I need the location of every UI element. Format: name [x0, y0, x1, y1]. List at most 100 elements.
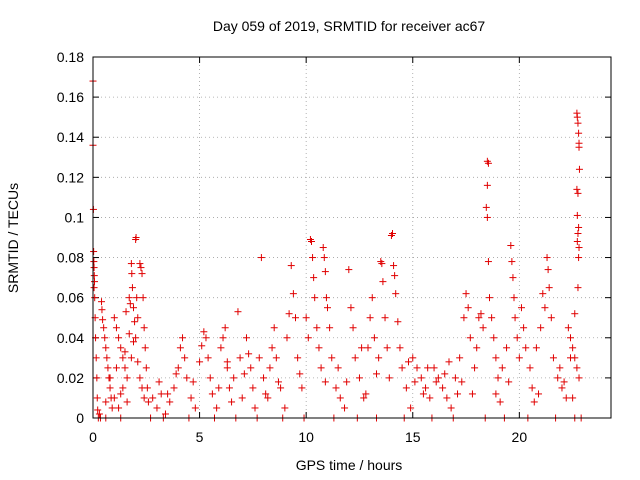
data-point — [351, 354, 359, 362]
data-point — [560, 378, 568, 386]
data-point — [343, 378, 351, 386]
data-point — [240, 370, 248, 378]
data-point — [543, 254, 551, 262]
data-point — [311, 294, 319, 302]
data-point — [161, 410, 169, 418]
data-point — [575, 143, 583, 151]
data-point — [266, 364, 274, 372]
data-point — [569, 394, 577, 402]
data-point — [90, 248, 98, 256]
data-point — [328, 354, 336, 362]
data-point — [323, 304, 331, 312]
data-point — [422, 384, 430, 392]
data-point — [419, 390, 427, 398]
data-point — [125, 330, 133, 338]
data-point — [245, 350, 253, 358]
data-point — [349, 324, 357, 332]
data-point — [131, 318, 139, 326]
data-point — [310, 274, 318, 282]
data-point — [347, 304, 355, 312]
data-point — [91, 294, 99, 302]
data-point — [345, 266, 353, 274]
data-point — [511, 314, 519, 322]
data-point — [447, 404, 455, 412]
data-point — [249, 384, 257, 392]
data-point — [468, 390, 476, 398]
data-point — [362, 390, 370, 398]
data-point — [508, 258, 516, 266]
data-point — [115, 404, 123, 412]
data-point — [217, 344, 225, 352]
y-tick-label: 0.12 — [57, 169, 84, 185]
data-point — [181, 354, 189, 362]
data-point — [176, 344, 184, 352]
data-point — [503, 344, 511, 352]
data-point — [426, 394, 434, 402]
data-point — [484, 258, 492, 266]
data-point — [260, 374, 268, 382]
data-point — [228, 398, 236, 406]
data-point — [454, 390, 462, 398]
data-point — [475, 314, 483, 322]
data-point — [172, 370, 180, 378]
data-point — [315, 344, 323, 352]
data-point — [549, 354, 557, 362]
data-point — [198, 342, 206, 350]
data-point — [141, 344, 149, 352]
data-point — [238, 394, 246, 402]
data-point — [379, 278, 387, 286]
data-point — [106, 384, 114, 392]
data-point — [126, 300, 134, 308]
data-point — [98, 306, 106, 314]
data-point — [575, 165, 583, 173]
data-point — [132, 234, 140, 241]
data-point — [562, 394, 570, 402]
data-point — [130, 304, 138, 312]
data-point — [477, 310, 485, 318]
data-point — [92, 354, 100, 362]
data-point — [460, 314, 468, 322]
data-point — [319, 244, 327, 252]
data-point — [456, 354, 464, 362]
data-point — [206, 374, 214, 382]
data-point — [90, 278, 98, 286]
data-point — [424, 364, 432, 372]
x-axis-ticks: 0 5 10 15 20 — [89, 57, 527, 445]
data-point — [573, 364, 581, 372]
data-point — [385, 374, 393, 382]
data-point — [292, 314, 300, 322]
data-point — [334, 364, 342, 372]
data-point — [189, 378, 197, 386]
data-point — [322, 294, 330, 302]
data-point — [93, 394, 101, 402]
y-tick-label: 0.16 — [57, 89, 84, 105]
data-point — [407, 404, 415, 412]
data-point — [108, 404, 116, 412]
data-point — [215, 384, 223, 392]
data-point — [309, 254, 317, 262]
data-point — [170, 384, 178, 392]
data-point — [219, 334, 227, 342]
data-point — [125, 294, 133, 302]
y-axis-ticks: 0 0.02 0.04 0.06 0.08 0.1 0.12 0.14 0.16 0.18 — [57, 49, 611, 426]
data-point — [441, 370, 449, 378]
data-point — [336, 394, 344, 402]
data-point — [566, 354, 574, 362]
data-point — [492, 354, 500, 362]
data-point — [90, 284, 98, 292]
data-point — [128, 284, 136, 292]
data-point — [191, 404, 199, 412]
data-point — [136, 260, 144, 268]
data-point — [144, 398, 152, 406]
data-point — [283, 334, 291, 342]
data-point — [321, 378, 329, 386]
data-point — [443, 394, 451, 402]
y-tick-label: 0.18 — [57, 49, 84, 65]
data-point — [575, 223, 583, 231]
data-point — [102, 398, 110, 406]
data-point — [166, 398, 174, 406]
data-point — [464, 304, 472, 312]
y-tick-label: 0.14 — [57, 129, 84, 145]
data-point — [149, 394, 157, 402]
data-point — [490, 334, 498, 342]
